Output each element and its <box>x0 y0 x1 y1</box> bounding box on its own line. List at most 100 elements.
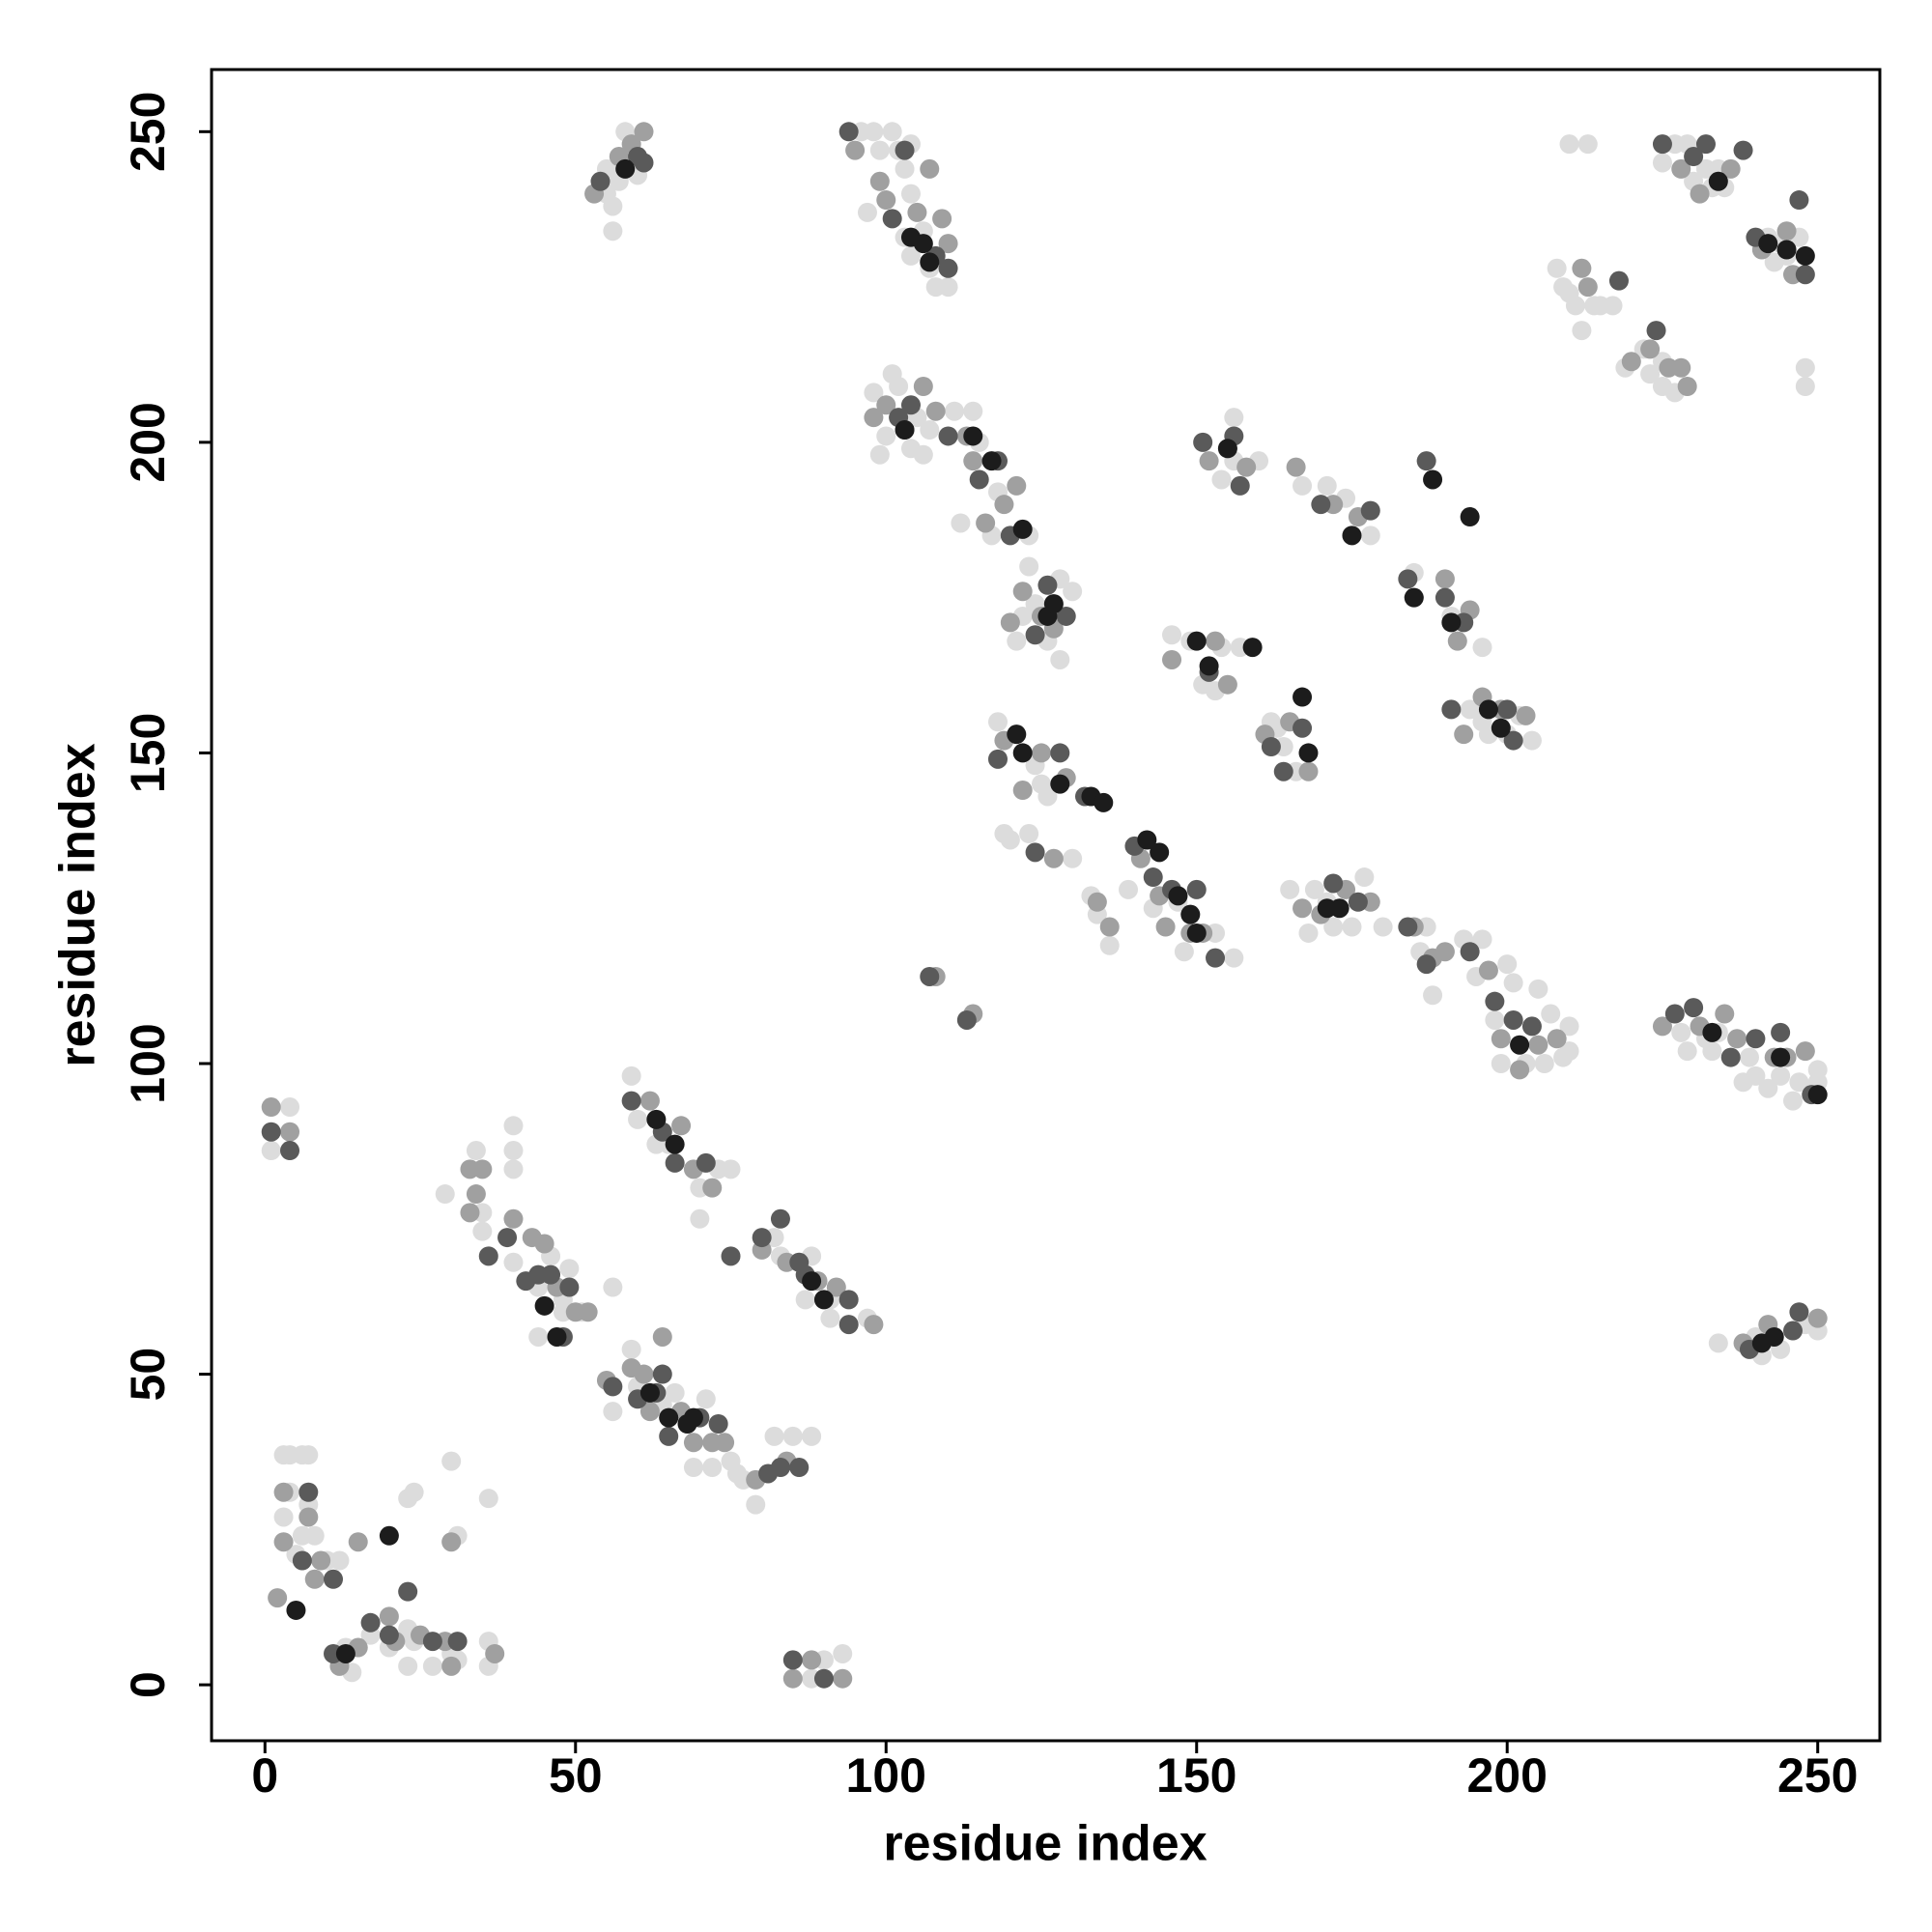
scatter-point <box>1776 221 1797 242</box>
scatter-point <box>1460 507 1480 527</box>
y-tick-label: 0 <box>121 1671 175 1698</box>
scatter-point <box>528 1326 549 1347</box>
scatter-point <box>1746 1029 1766 1049</box>
scatter-point <box>534 1234 554 1254</box>
scatter-point <box>1050 774 1070 794</box>
scatter-point <box>665 1152 685 1173</box>
scatter-point <box>900 245 921 266</box>
y-tick-label: 200 <box>121 402 175 482</box>
scatter-point <box>273 1507 294 1527</box>
scatter-point <box>845 140 866 160</box>
scatter-point <box>1771 1065 1791 1086</box>
scatter-point <box>1168 886 1188 906</box>
scatter-point <box>639 1382 660 1403</box>
scatter-point <box>261 1122 281 1142</box>
scatter-point <box>1416 451 1436 471</box>
scatter-point <box>696 1152 716 1173</box>
scatter-point <box>1224 408 1244 428</box>
scatter-point <box>360 1612 381 1633</box>
scatter-point <box>639 1402 660 1422</box>
scatter-point <box>944 401 964 421</box>
scatter-point <box>913 234 933 254</box>
scatter-point <box>1646 321 1666 341</box>
scatter-point <box>1174 942 1194 962</box>
scatter-point <box>665 1134 685 1154</box>
scatter-point <box>1472 638 1492 658</box>
scatter-point <box>1094 792 1114 812</box>
scatter-point <box>652 1326 672 1347</box>
scatter-point <box>1012 582 1033 602</box>
scatter-point <box>900 184 921 204</box>
scatter-point <box>1795 1041 1815 1062</box>
scatter-point <box>1485 1009 1505 1030</box>
scatter-point <box>671 1116 692 1136</box>
scatter-point <box>708 1414 728 1435</box>
scatter-point <box>472 1221 493 1241</box>
scatter-point <box>280 1097 300 1118</box>
scatter-point <box>603 196 623 216</box>
scatter-point <box>422 1632 442 1652</box>
scatter-point <box>976 513 996 533</box>
scatter-point <box>1795 265 1815 285</box>
scatter-point <box>1398 569 1418 589</box>
scatter-point <box>782 1650 803 1670</box>
scatter-point <box>478 1246 498 1266</box>
scatter-point <box>1293 898 1313 919</box>
scatter-point <box>1398 917 1418 937</box>
scatter-point <box>1720 1047 1741 1067</box>
scatter-point <box>1099 935 1120 955</box>
scatter-point <box>497 1228 518 1248</box>
scatter-point <box>1360 500 1380 521</box>
y-tick-label: 150 <box>121 713 175 793</box>
scatter-point <box>1503 973 1523 993</box>
scatter-point <box>1789 1302 1809 1322</box>
scatter-point <box>702 1458 723 1478</box>
scatter-point <box>1206 631 1226 651</box>
scatter-point <box>273 1482 294 1502</box>
scatter-point <box>1789 1072 1809 1093</box>
scatter-point <box>1727 1029 1747 1049</box>
scatter-point <box>441 1532 462 1552</box>
scatter-point <box>1677 376 1697 396</box>
scatter-point <box>603 1377 623 1397</box>
scatter-point <box>1186 923 1207 943</box>
scatter-point <box>882 122 902 142</box>
scatter-point <box>1404 587 1424 608</box>
scatter-point <box>422 1656 442 1676</box>
x-tick-label: 50 <box>549 1748 603 1803</box>
scatter-point <box>1491 718 1511 738</box>
scatter-point <box>869 171 890 191</box>
scatter-point <box>1640 364 1661 384</box>
scatter-point <box>1534 1053 1554 1073</box>
scatter-point <box>864 122 884 142</box>
scatter-point <box>752 1228 772 1248</box>
scatter-point <box>1572 258 1592 278</box>
scatter-point <box>1230 475 1250 496</box>
scatter-point <box>1224 948 1244 968</box>
scatter-point <box>987 712 1008 732</box>
scatter-point <box>1671 158 1691 179</box>
scatter-point <box>1186 631 1207 651</box>
scatter-point <box>920 966 940 986</box>
scatter-point <box>1050 649 1070 669</box>
scatter-point <box>913 444 933 465</box>
points <box>261 122 1828 1689</box>
scatter-point <box>1789 190 1809 211</box>
scatter-point <box>938 426 958 446</box>
scatter-point <box>273 1532 294 1552</box>
scatter-point <box>1329 898 1350 919</box>
scatter-point <box>981 451 1002 471</box>
scatter-point <box>1702 1022 1722 1042</box>
scatter-point <box>1342 526 1362 546</box>
scatter-point <box>286 1600 306 1620</box>
scatter-point <box>1795 357 1815 378</box>
scatter-point <box>802 1650 822 1670</box>
scatter-point <box>634 1364 654 1384</box>
scatter-point <box>404 1482 424 1502</box>
scatter-point <box>1037 786 1058 807</box>
plot-frame <box>210 68 1882 1743</box>
scatter-point <box>447 1632 468 1652</box>
scatter-point <box>304 1525 325 1546</box>
scatter-point <box>826 1277 846 1297</box>
scatter-point <box>634 153 654 173</box>
